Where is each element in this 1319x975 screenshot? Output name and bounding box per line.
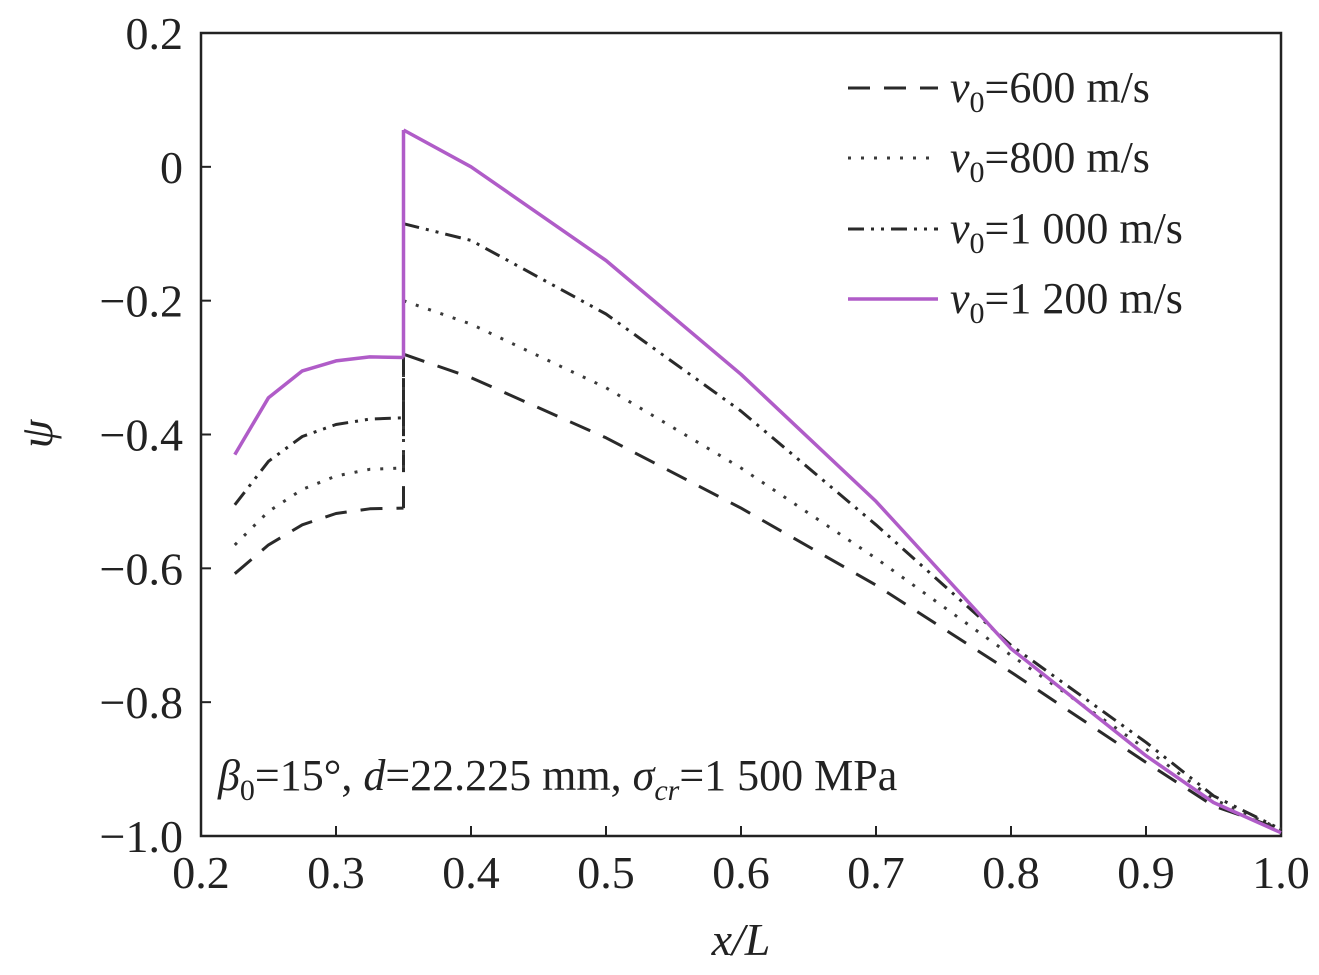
- legend-var: v: [950, 63, 970, 112]
- legend-value: =800 m/s: [985, 133, 1150, 182]
- x-tick-label: 0.4: [442, 847, 500, 898]
- legend-entry: v0=800 m/s: [950, 133, 1150, 189]
- series-4: [233, 128, 1282, 835]
- annotation-d-symbol: d: [363, 751, 386, 800]
- legend-var: v: [950, 274, 970, 323]
- series-line-segment: [233, 355, 404, 456]
- x-axis-label: x/L: [711, 914, 771, 965]
- y-axis-label: ψ: [11, 418, 62, 448]
- x-tick-label: 0.7: [847, 847, 905, 898]
- x-tick-labels: 0.2 0.3 0.4 0.5 0.6 0.7 0.8 0.9 1.0: [172, 847, 1310, 898]
- series-line-segment: [403, 222, 1282, 831]
- y-tick-label: −1.0: [100, 811, 183, 862]
- series-line-segment: [233, 416, 404, 506]
- legend-entry: v0=1 000 m/s: [950, 204, 1183, 260]
- y-tick-label: −0.6: [100, 543, 183, 594]
- x-tick-label: 0.9: [1117, 847, 1175, 898]
- annotation-beta-subscript: 0: [240, 774, 255, 807]
- x-tick-label: 0.5: [577, 847, 635, 898]
- x-tick-label: 1.0: [1252, 847, 1310, 898]
- y-tick-label: 0: [160, 142, 183, 193]
- y-tick-label: −0.2: [100, 276, 183, 327]
- annotation-sigma-symbol: σ: [633, 751, 657, 800]
- legend-value: =600 m/s: [985, 63, 1150, 112]
- legend-var: v: [950, 133, 970, 182]
- annotation-beta-symbol: β: [217, 751, 240, 800]
- series-line-segment: [233, 466, 404, 546]
- y-tick-label: 0.2: [126, 8, 184, 59]
- x-tick-label: 0.2: [172, 847, 230, 898]
- x-tick-label: 0.8: [982, 847, 1040, 898]
- x-tick-label: 0.6: [712, 847, 770, 898]
- legend-entry: v0=600 m/s: [950, 63, 1150, 119]
- legend-sub: 0: [970, 297, 985, 330]
- legend: v0=600 m/sv0=800 m/sv0=1 000 m/sv0=1 200…: [848, 63, 1183, 330]
- legend-value: =1 200 m/s: [985, 274, 1183, 323]
- annotation-sigma-subscript: cr: [654, 774, 679, 807]
- annotation-d-value: =22.225 mm,: [385, 751, 632, 800]
- annotation: β0=15°, d=22.225 mm, σcr=1 500 MPa: [217, 751, 897, 807]
- y-tick-label: −0.8: [100, 677, 183, 728]
- annotation-beta-value: =15°,: [255, 751, 363, 800]
- series-line-segment: [402, 128, 1282, 835]
- y-tick-label: −0.4: [100, 410, 183, 461]
- series-layer: [233, 128, 1282, 835]
- series-line-segment: [233, 506, 404, 575]
- series-line-segment: [403, 352, 1282, 831]
- series-2: [233, 299, 1282, 831]
- x-tick-label: 0.3: [307, 847, 365, 898]
- y-tick-labels: 0.2 0 −0.2 −0.4 −0.6 −0.8 −1.0: [100, 8, 183, 862]
- legend-entry: v0=1 200 m/s: [950, 274, 1183, 330]
- legend-sub: 0: [970, 86, 985, 119]
- legend-value: =1 000 m/s: [985, 204, 1183, 253]
- annotation-sigma-value: =1 500 MPa: [679, 751, 897, 800]
- legend-var: v: [950, 204, 970, 253]
- legend-sub: 0: [970, 227, 985, 260]
- series-1: [233, 352, 1282, 831]
- legend-sub: 0: [970, 156, 985, 189]
